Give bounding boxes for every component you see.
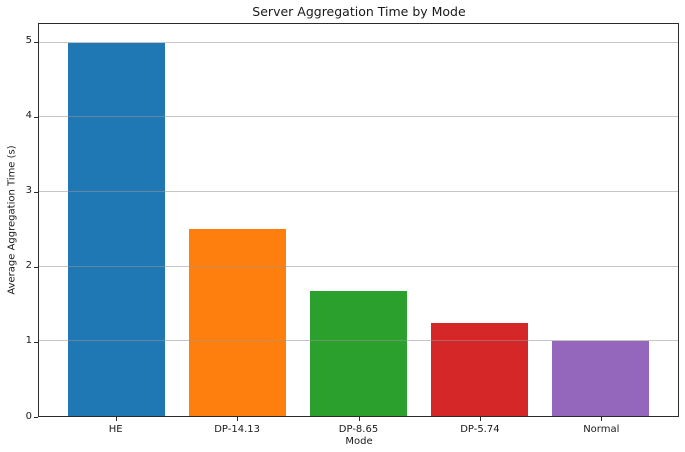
y-tick-label: 1 [25, 335, 32, 347]
y-tick-label: 0 [25, 410, 32, 422]
x-tick-label: DP-8.65 [338, 424, 379, 435]
y-tick-mark [34, 417, 38, 418]
chart-title: Server Aggregation Time by Mode [252, 4, 466, 19]
bar-Normal [552, 341, 649, 416]
bar-HE [68, 42, 165, 416]
plot-area [38, 23, 679, 417]
x-tick-label: Normal [583, 424, 620, 435]
y-tick-mark [34, 191, 38, 193]
bar-DP-5.74 [431, 322, 528, 416]
y-tick-label: 3 [25, 185, 32, 197]
x-tick-mark [479, 417, 481, 421]
x-tick-mark [115, 417, 117, 421]
y-tick-mark [34, 116, 38, 118]
y-tick-mark [34, 341, 38, 343]
y-axis-label: Average Aggregation Time (s) [6, 145, 18, 295]
y-tick-label: 4 [25, 110, 32, 122]
y-tick-label: 2 [25, 260, 32, 272]
x-axis-label: Mode [345, 436, 373, 447]
x-tick-label: HE [108, 424, 123, 435]
x-tick-label: DP-5.74 [460, 424, 500, 435]
y-tick-mark [34, 41, 38, 43]
x-tick-mark [237, 417, 239, 421]
bar-DP-8.65 [310, 291, 407, 416]
bars-layer [39, 24, 678, 416]
y-tick-mark [34, 266, 38, 268]
x-tick-mark [358, 417, 360, 421]
bar-DP-14.13 [189, 229, 286, 416]
x-tick-mark [601, 417, 603, 421]
y-tick-label: 5 [25, 35, 32, 47]
x-tick-label: DP-14.13 [214, 424, 260, 435]
